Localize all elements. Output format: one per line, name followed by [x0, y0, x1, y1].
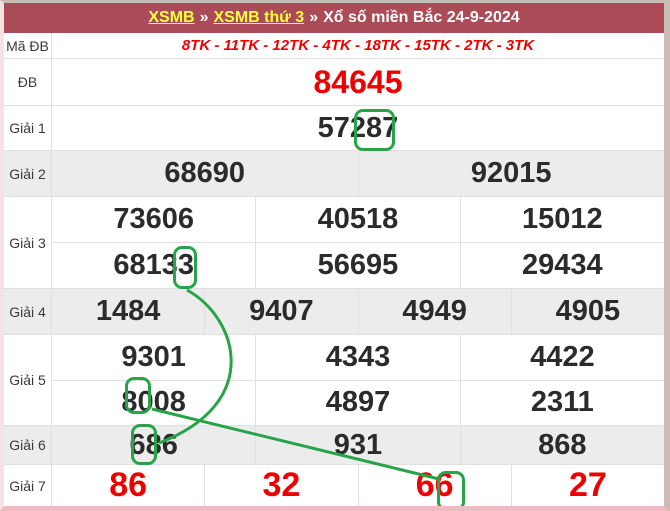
row-label-giai-4: Giải 4 [4, 289, 52, 334]
prize-cell-db: 84645 [313, 63, 403, 100]
breadcrumb-separator: » [309, 9, 319, 26]
row-ma-db: Mã ĐB 8TK - 11TK - 12TK - 4TK - 18TK - 1… [4, 33, 664, 58]
row-label-giai-6: Giải 6 [4, 426, 52, 464]
giai-5-subrow-1: 9301 4343 4422 [52, 335, 664, 380]
prize-cell: 9301 [121, 340, 186, 373]
ma-db-value: 8TK - 11TK - 12TK - 4TK - 18TK - 15TK - … [181, 37, 535, 54]
prize-cell: 68690 [164, 157, 246, 189]
row-label-db: ĐB [4, 59, 52, 105]
row-label-ma-db: Mã ĐB [4, 33, 52, 58]
row-label-giai-3: Giải 3 [4, 197, 52, 288]
breadcrumb-link-xsmb-thu-3[interactable]: XSMB thứ 3 [213, 9, 305, 26]
prize-cell: 686 [129, 428, 178, 461]
prize-cell: 40518 [255, 197, 459, 242]
giai-3-subrow-1: 73606 40518 15012 [52, 197, 664, 242]
prize-cell: 2311 [459, 380, 664, 425]
prize-cell: 57287 [317, 111, 399, 144]
breadcrumb-separator: » [199, 9, 209, 26]
prize-cell: 32 [204, 465, 357, 506]
prize-cell: 931 [255, 426, 459, 464]
row-giai-1: Giải 1 57287 [4, 105, 664, 150]
prize-cell: 1484 [95, 295, 161, 327]
prize-cell: 86 [109, 466, 148, 504]
prize-cell: 4897 [255, 380, 459, 425]
row-giai-7: Giải 7 86 32 66 27 [4, 464, 664, 506]
row-giai-2: Giải 2 68690 92015 [4, 150, 664, 196]
row-label-giai-1: Giải 1 [4, 106, 52, 150]
prize-cell: 4343 [255, 335, 459, 380]
prize-cell: 92015 [357, 151, 665, 196]
prize-cell: 56695 [255, 243, 459, 288]
breadcrumb-link-xsmb[interactable]: XSMB [148, 9, 195, 26]
prize-cell: 73606 [113, 203, 194, 235]
breadcrumb: XSMB» XSMB thứ 3» Xổ số miền Bắc 24-9-2024 [4, 3, 664, 33]
prize-cell: 27 [510, 465, 664, 506]
row-giai-3: Giải 3 73606 40518 15012 68133 56695 294… [4, 196, 664, 288]
prize-cell: 15012 [459, 197, 664, 242]
prize-cell: 66 [357, 465, 511, 506]
row-giai-5: Giải 5 9301 4343 4422 8008 4897 2311 [4, 334, 664, 425]
page-title: Xổ số miền Bắc 24-9-2024 [323, 9, 520, 26]
prize-cell: 8008 [121, 386, 186, 419]
prize-cell: 9407 [204, 289, 357, 334]
row-giai-6: Giải 6 686 931 868 [4, 425, 664, 464]
row-giai-4: Giải 4 1484 9407 4949 4905 [4, 288, 664, 334]
row-label-giai-5: Giải 5 [4, 335, 52, 425]
prize-cell: 68133 [113, 249, 194, 281]
row-label-giai-2: Giải 2 [4, 151, 52, 196]
giai-5-subrow-2: 8008 4897 2311 [52, 379, 664, 425]
row-db: ĐB 84645 [4, 58, 664, 105]
prize-cell: 4422 [459, 335, 664, 380]
prize-cell: 4905 [510, 289, 664, 334]
row-label-giai-7: Giải 7 [4, 465, 52, 506]
prize-cell: 868 [459, 426, 664, 464]
prize-cell: 4949 [357, 289, 511, 334]
giai-3-subrow-2: 68133 56695 29434 [52, 242, 664, 288]
prize-cell: 29434 [459, 243, 664, 288]
